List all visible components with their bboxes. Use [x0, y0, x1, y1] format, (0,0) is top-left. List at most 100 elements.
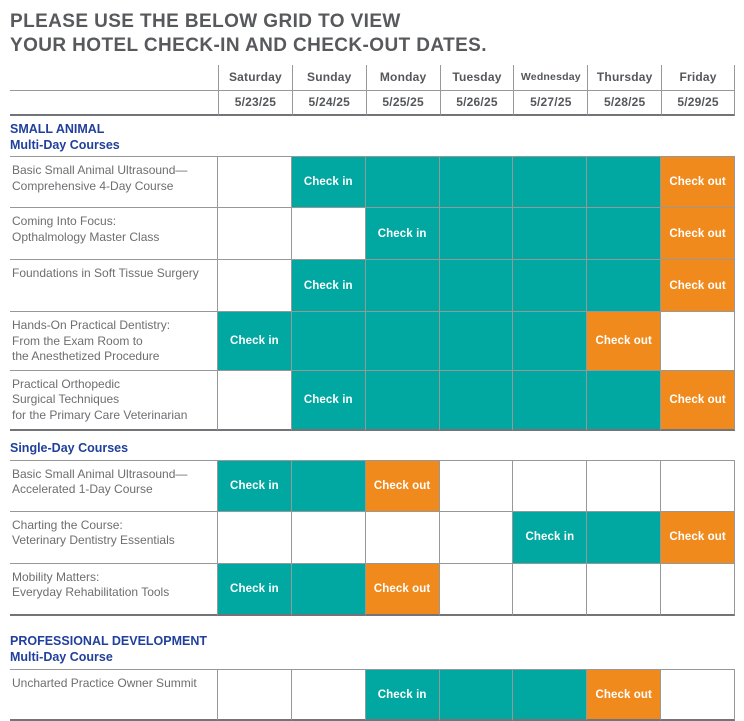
status-cell-stay-sunday [292, 312, 366, 371]
section-heading-line: Multi-Day Course [10, 649, 735, 665]
course-name-line: Basic Small Animal Ultrasound— [12, 163, 209, 179]
status-cell-empty-monday [366, 512, 440, 564]
course-name-cell: Charting the Course:Veterinary Dentistry… [10, 512, 218, 564]
status-cell-checkin-monday: Check in [366, 208, 440, 260]
section-heading-line: Multi-Day Courses [10, 137, 735, 153]
day-header-tuesday: Tuesday [440, 65, 514, 91]
course-name-line: Surgical Techniques [12, 392, 209, 408]
status-cell-stay-wednesday [513, 669, 587, 721]
status-cell-empty-wednesday [513, 564, 587, 616]
status-cell-checkout-friday: Check out [661, 156, 735, 208]
day-header-monday: Monday [366, 65, 440, 91]
header-corner-cell-2 [10, 91, 218, 116]
status-cell-checkout-thursday: Check out [587, 669, 661, 721]
checkout-label: Check out [669, 176, 726, 188]
checkout-label: Check out [669, 394, 726, 406]
date-header-7: 5/29/25 [661, 91, 735, 116]
status-cell-stay-tuesday [440, 312, 514, 371]
status-cell-stay-monday [366, 312, 440, 371]
checkin-label: Check in [230, 583, 279, 595]
checkout-label: Check out [669, 531, 726, 543]
section-heading: Single-Day Courses [10, 431, 735, 460]
status-cell-checkin-saturday: Check in [218, 460, 292, 512]
status-cell-stay-sunday [292, 564, 366, 616]
status-cell-stay-wednesday [513, 371, 587, 431]
checkout-label: Check out [669, 280, 726, 292]
status-cell-stay-wednesday [513, 156, 587, 208]
status-cell-checkout-friday: Check out [661, 512, 735, 564]
checkin-label: Check in [378, 228, 427, 240]
course-name-line: the Anesthetized Procedure [12, 349, 209, 365]
status-cell-empty-tuesday [440, 564, 514, 616]
status-cell-empty-sunday [292, 512, 366, 564]
status-cell-checkin-sunday: Check in [292, 156, 366, 208]
checkin-label: Check in [230, 335, 279, 347]
day-header-sunday: Sunday [292, 65, 366, 91]
status-cell-stay-wednesday [513, 312, 587, 371]
course-name-line: Everyday Rehabilitation Tools [12, 585, 209, 601]
status-cell-checkout-monday: Check out [366, 460, 440, 512]
status-cell-empty-sunday [292, 208, 366, 260]
section-heading-line: PROFESSIONAL DEVELOPMENT [10, 633, 735, 649]
status-cell-empty-sunday [292, 669, 366, 721]
status-cell-stay-monday [366, 371, 440, 431]
status-cell-empty-friday [661, 669, 735, 721]
page-title: PLEASE USE THE BELOW GRID TO VIEW YOUR H… [10, 10, 735, 58]
checkin-label: Check in [378, 689, 427, 701]
checkout-label: Check out [595, 335, 652, 347]
course-name-line: Charting the Course: [12, 518, 209, 534]
checkin-label: Check in [304, 280, 353, 292]
course-name-cell: Uncharted Practice Owner Summit [10, 669, 218, 721]
status-cell-empty-tuesday [440, 512, 514, 564]
course-name-cell: Coming Into Focus:Opthalmology Master Cl… [10, 208, 218, 260]
course-name-line: Mobility Matters: [12, 570, 209, 586]
day-header-friday: Friday [661, 65, 735, 91]
checkin-label: Check in [304, 394, 353, 406]
status-cell-empty-friday [661, 460, 735, 512]
status-cell-stay-thursday [587, 260, 661, 312]
status-cell-stay-tuesday [440, 156, 514, 208]
status-cell-stay-wednesday [513, 208, 587, 260]
status-cell-checkin-sunday: Check in [292, 371, 366, 431]
course-name-cell: Mobility Matters:Everyday Rehabilitation… [10, 564, 218, 616]
checkout-label: Check out [374, 480, 431, 492]
status-cell-checkout-friday: Check out [661, 260, 735, 312]
status-cell-stay-thursday [587, 208, 661, 260]
course-name-line: Veterinary Dentistry Essentials [12, 533, 209, 549]
course-name-line: Comprehensive 4-Day Course [12, 179, 209, 195]
course-name-cell: Basic Small Animal Ultrasound—Accelerate… [10, 460, 218, 512]
status-cell-stay-sunday [292, 460, 366, 512]
checkin-label: Check in [230, 480, 279, 492]
status-cell-empty-saturday [218, 156, 292, 208]
status-cell-checkin-sunday: Check in [292, 260, 366, 312]
status-cell-checkin-wednesday: Check in [513, 512, 587, 564]
status-cell-stay-tuesday [440, 260, 514, 312]
date-header-2: 5/24/25 [292, 91, 366, 116]
day-header-saturday: Saturday [218, 65, 292, 91]
date-header-4: 5/26/25 [440, 91, 514, 116]
status-cell-empty-saturday [218, 512, 292, 564]
course-name-line: From the Exam Room to [12, 334, 209, 350]
course-name-cell: Hands-On Practical Dentistry:From the Ex… [10, 312, 218, 371]
status-cell-empty-saturday [218, 371, 292, 431]
status-cell-checkin-saturday: Check in [218, 312, 292, 371]
status-cell-checkout-thursday: Check out [587, 312, 661, 371]
status-cell-empty-wednesday [513, 460, 587, 512]
course-name-line: Accelerated 1-Day Course [12, 482, 209, 498]
status-cell-empty-saturday [218, 208, 292, 260]
status-cell-stay-tuesday [440, 669, 514, 721]
checkin-label: Check in [525, 531, 574, 543]
course-name-cell: Basic Small Animal Ultrasound—Comprehens… [10, 156, 218, 208]
title-line-2: YOUR HOTEL CHECK-IN AND CHECK-OUT DATES. [10, 34, 735, 58]
checkin-label: Check in [304, 176, 353, 188]
course-name-line: Practical Orthopedic [12, 377, 209, 393]
status-cell-stay-monday [366, 156, 440, 208]
course-name-line: for the Primary Care Veterinarian [12, 408, 209, 424]
course-name-line: Basic Small Animal Ultrasound— [12, 467, 209, 483]
status-cell-stay-thursday [587, 512, 661, 564]
status-cell-checkout-friday: Check out [661, 208, 735, 260]
course-name-line: Foundations in Soft Tissue Surgery [12, 266, 209, 282]
